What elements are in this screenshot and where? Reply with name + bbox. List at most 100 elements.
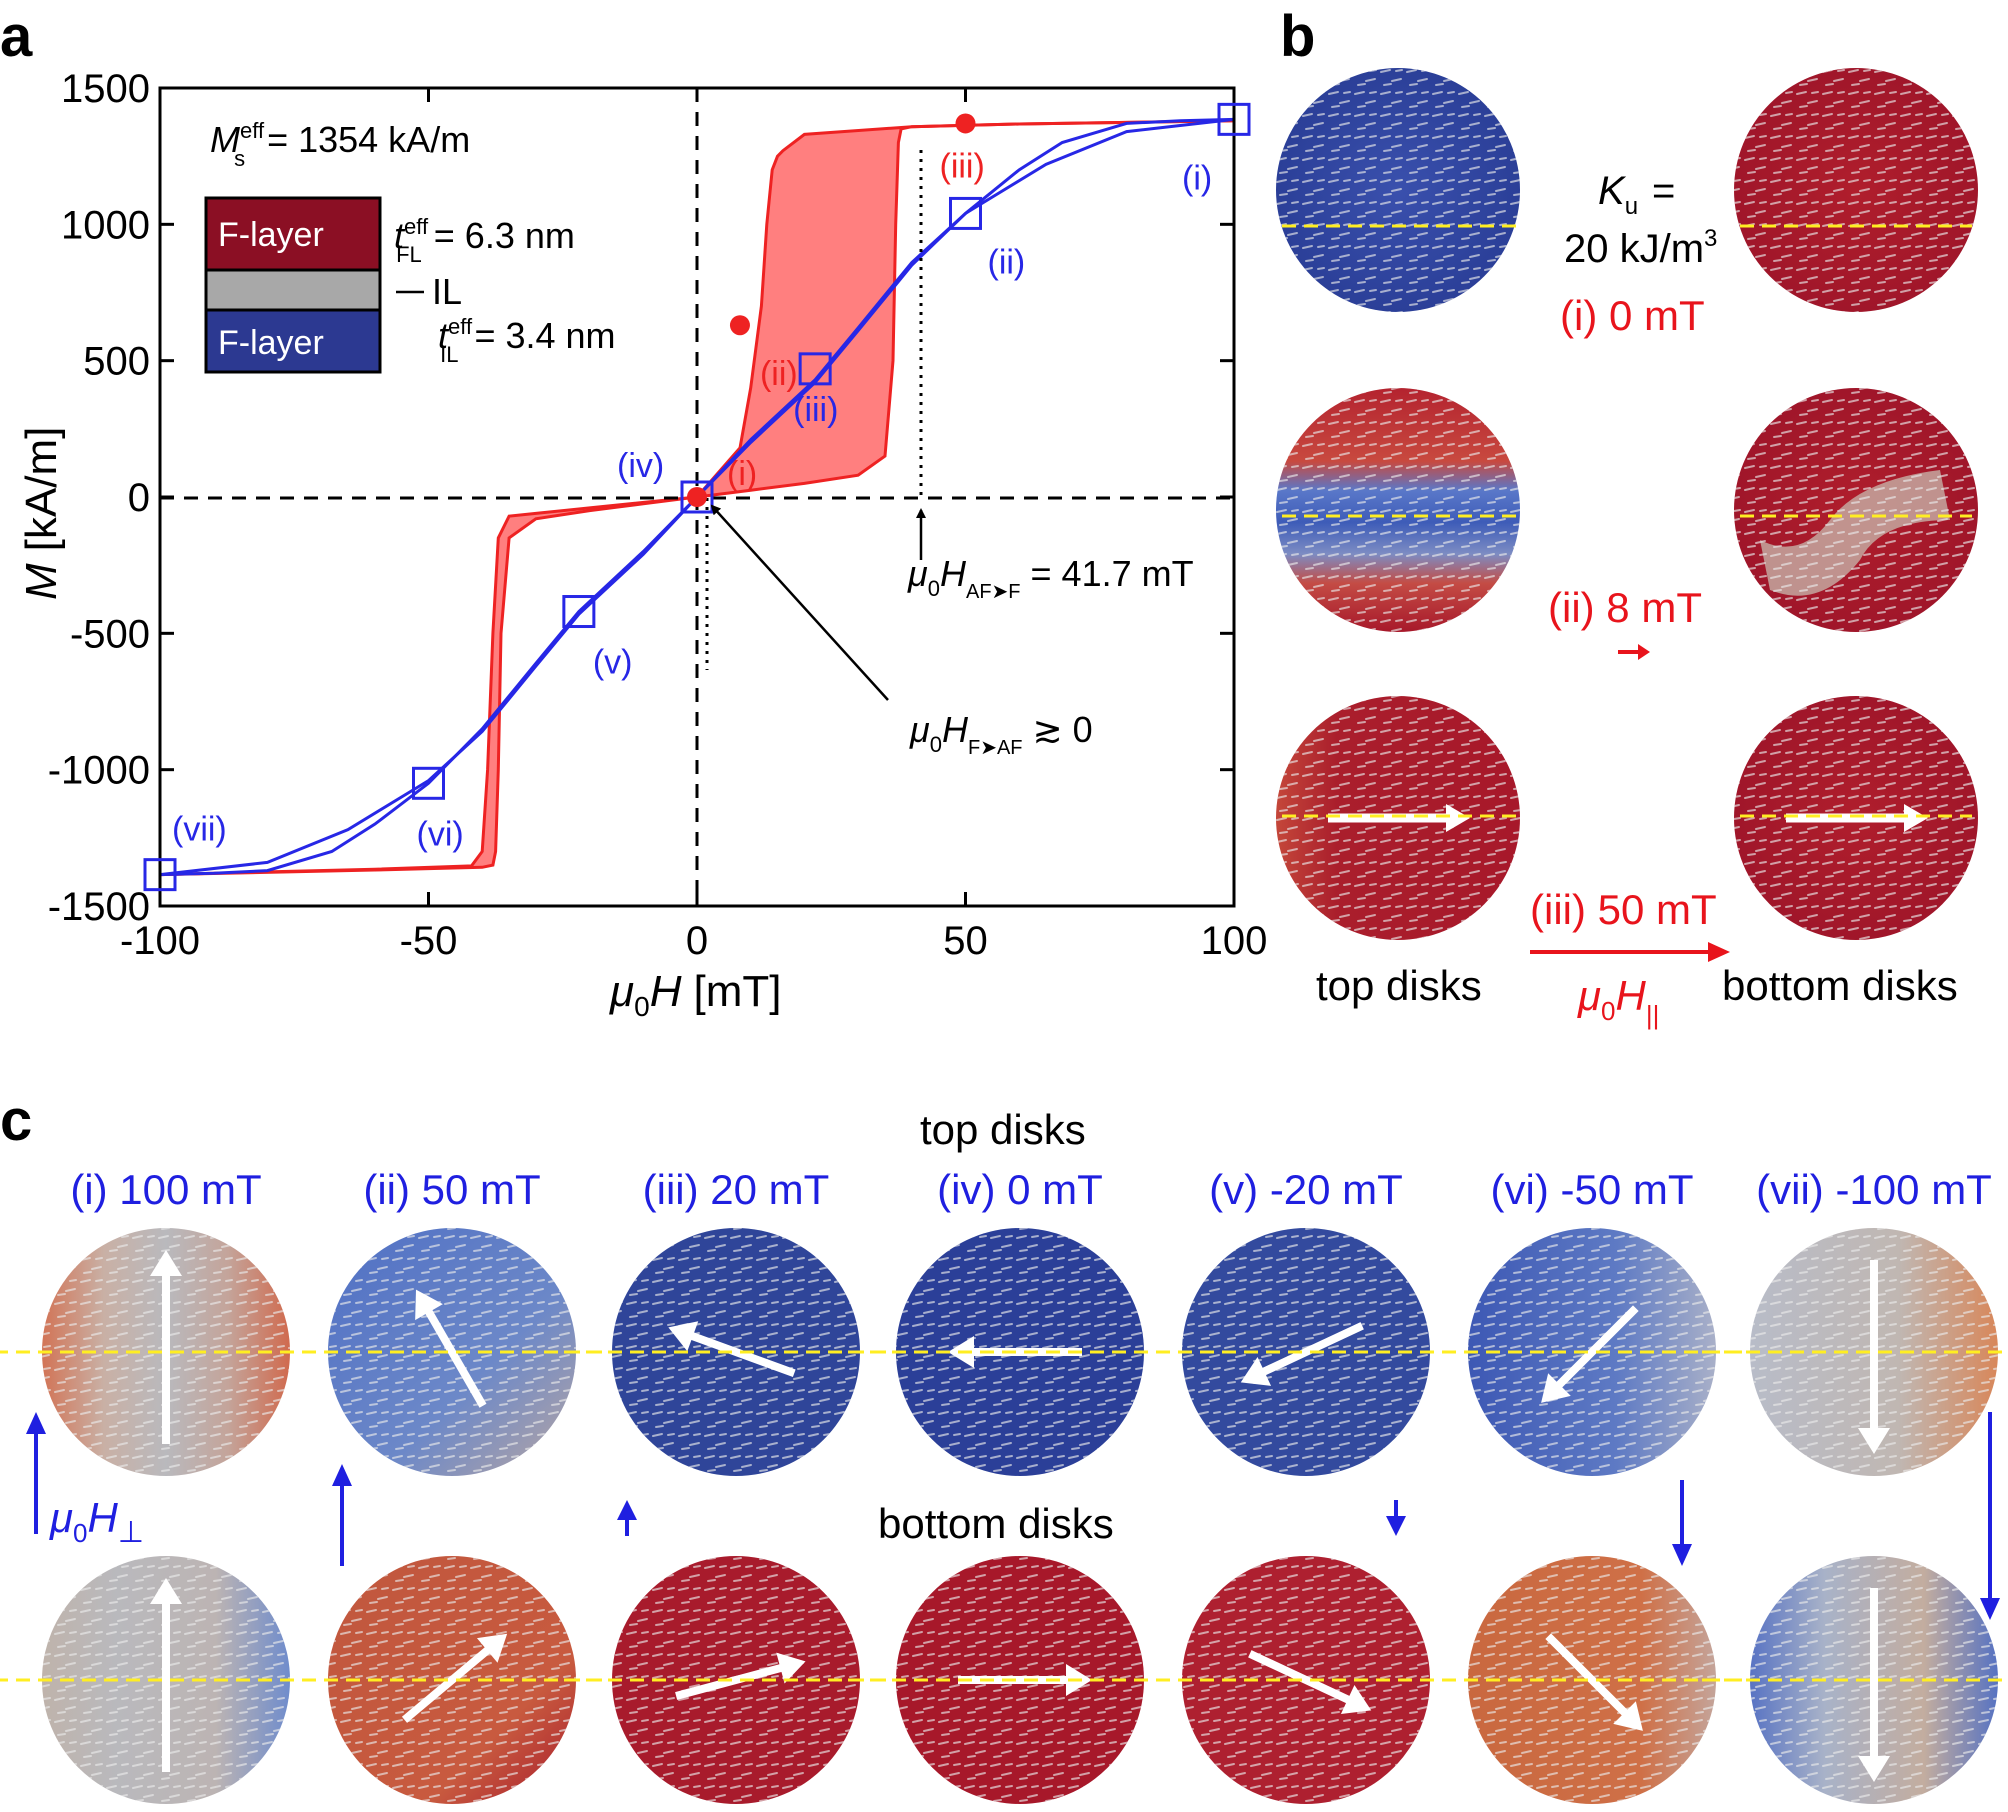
blue-marker-label: (vii) (172, 811, 227, 849)
b-small-field-arrow-head (1638, 644, 1650, 660)
b-bottom-disks-label: bottom disks (1722, 962, 1958, 1009)
c-magnetization-arrow-head (150, 1250, 182, 1276)
panel-c-letter: c (0, 1088, 32, 1153)
disk-b-top-ii-texture (1276, 388, 1520, 632)
c-magnetization-arrow (1545, 1633, 1639, 1727)
b-field-label: μ0H|| (1577, 972, 1659, 1030)
ku-value: 20 kJ/m3 (1564, 225, 1717, 271)
t-il-label: teff IL = 3.4 nm (438, 314, 616, 367)
layer-legend: F-layer F-layer IL teff FL = 6.3 nm teff IL… (204, 196, 616, 374)
x-tick-label: -100 (120, 919, 200, 963)
disk-b-top-i-texture (1276, 68, 1520, 312)
c-magnetization-arrow-head (1613, 1701, 1643, 1731)
c-field-arrow-vii-head (1980, 1598, 2000, 1620)
red-marker-label: (iii) (940, 147, 985, 185)
red-marker-label: (ii) (760, 355, 798, 393)
c-field-label: μ0H⊥ (49, 1494, 144, 1549)
red-marker (729, 315, 750, 336)
blue-marker (680, 480, 714, 514)
y-tick-label: -1000 (48, 749, 150, 793)
arrow-b-bottom-iii-head (1904, 804, 1928, 832)
blue-marker-label: (iii) (793, 391, 838, 429)
b-state-label-ii: (ii) 8 mT (1548, 584, 1702, 631)
y-tick-label: -1500 (48, 885, 150, 929)
c-magnetization-arrow (401, 1637, 503, 1723)
c-magnetization-arrow-head (150, 1578, 182, 1604)
blue-marker-label: (i) (1182, 159, 1212, 197)
c-field-arrow-v-head (1386, 1516, 1406, 1536)
y-axis-label: M[kA/m] (17, 427, 66, 600)
c-magnetization-arrow-head (776, 1652, 806, 1684)
disk-b-bottom-i-texture (1734, 68, 1978, 312)
disk-b-bottom-ii-texture (1734, 388, 1978, 632)
x-tick-label: -50 (400, 919, 458, 963)
c-magnetization-arrow-head (668, 1321, 699, 1352)
ku-label: Ku = (1598, 169, 1675, 220)
c-magnetization-arrow (1545, 1305, 1639, 1399)
c-field-arrow-iii-head (617, 1500, 637, 1520)
c-top-disks-label: top disks (920, 1106, 1086, 1153)
c-magnetization-arrow (1248, 1322, 1364, 1382)
c-magnetization-arrow (1248, 1650, 1364, 1710)
c-magnetization-arrow-head (1240, 1356, 1272, 1386)
f-layer-top-label: F-layer (218, 216, 324, 254)
c-magnetization-arrow-head (1858, 1428, 1890, 1454)
blue-marker (412, 766, 445, 800)
panel-b-disks (1276, 68, 1978, 940)
c-magnetization-arrow (675, 1660, 797, 1700)
panel-c-disks: (i) 100 mT (ii) 50 mT (iii) 20 mT (iv) 0 mT… (0, 1166, 2008, 1804)
y-tick-label: -500 (70, 612, 150, 656)
blue-marker-label: (vi) (417, 815, 464, 853)
x-tick-label: 50 (943, 919, 988, 963)
blue-marker (562, 595, 596, 629)
c-state-label: (i) 100 mT (70, 1166, 261, 1213)
c-state-label: (iv) 0 mT (937, 1166, 1103, 1213)
f-layer-bottom-label: F-layer (218, 324, 324, 362)
y-tick-label: 500 (83, 340, 150, 384)
c-magnetization-arrow-head (1541, 1373, 1571, 1403)
hfaf-arrow (710, 504, 889, 701)
c-magnetization-arrow (676, 1327, 796, 1377)
red-marker (955, 113, 976, 134)
c-state-label: (iii) 20 mT (643, 1166, 830, 1213)
b-top-disks-label: top disks (1316, 962, 1482, 1009)
haf-annotation: μ0HAF➤F = 41.7 mT (907, 553, 1194, 603)
x-tick-label: 100 (1201, 919, 1268, 963)
blue-marker-label: (ii) (988, 243, 1026, 281)
c-state-label: (vii) -100 mT (1756, 1166, 1992, 1213)
c-field-arrow-i-head (26, 1412, 46, 1434)
y-tick-label: 1500 (61, 67, 150, 111)
c-field-arrows (26, 1412, 2000, 1620)
c-magnetization-arrow (417, 1296, 487, 1408)
data-markers: (i)(ii)(iii)(iv)(v)(vi)(vii)(i)(ii)(iii) (143, 102, 1251, 892)
c-state-label: (v) -20 mT (1209, 1166, 1403, 1213)
b-state-label-i: (i) 0 mT (1560, 292, 1705, 339)
c-state-label: (ii) 50 mT (363, 1166, 540, 1213)
c-state-label: (vi) -50 mT (1491, 1166, 1694, 1213)
blue-branch-up (159, 117, 1235, 877)
t-fl-label: teff FL = 6.3 nm (394, 214, 575, 267)
blue-marker (798, 352, 832, 386)
x-tick-label: 0 (686, 919, 708, 963)
c-magnetization-arrow-head (476, 1633, 508, 1663)
ms-label: Meff s = 1354 kA/m (210, 118, 470, 171)
blue-marker (949, 196, 982, 230)
f-layer-bottom-swatch (204, 308, 382, 374)
b-field-arrow-head (1708, 942, 1730, 962)
blue-marker-label: (v) (593, 644, 633, 682)
il-label: IL (432, 271, 462, 312)
panel-a-letter: a (0, 4, 33, 69)
b-state-label-iii: (iii) 50 mT (1530, 886, 1717, 933)
y-tick-label: 0 (128, 476, 150, 520)
c-field-arrow-ii-head (332, 1464, 352, 1486)
c-magnetization-arrow-head (1340, 1684, 1372, 1714)
red-marker (687, 487, 707, 507)
blue-marker (1217, 102, 1251, 136)
c-magnetization-arrow-head (1858, 1756, 1890, 1782)
panel-b-letter: b (1280, 4, 1315, 69)
blue-marker (143, 858, 177, 892)
il-layer-swatch (204, 268, 382, 312)
c-magnetization-arrow-head (415, 1289, 443, 1321)
x-axis-label: μ0H [mT] (609, 967, 781, 1022)
